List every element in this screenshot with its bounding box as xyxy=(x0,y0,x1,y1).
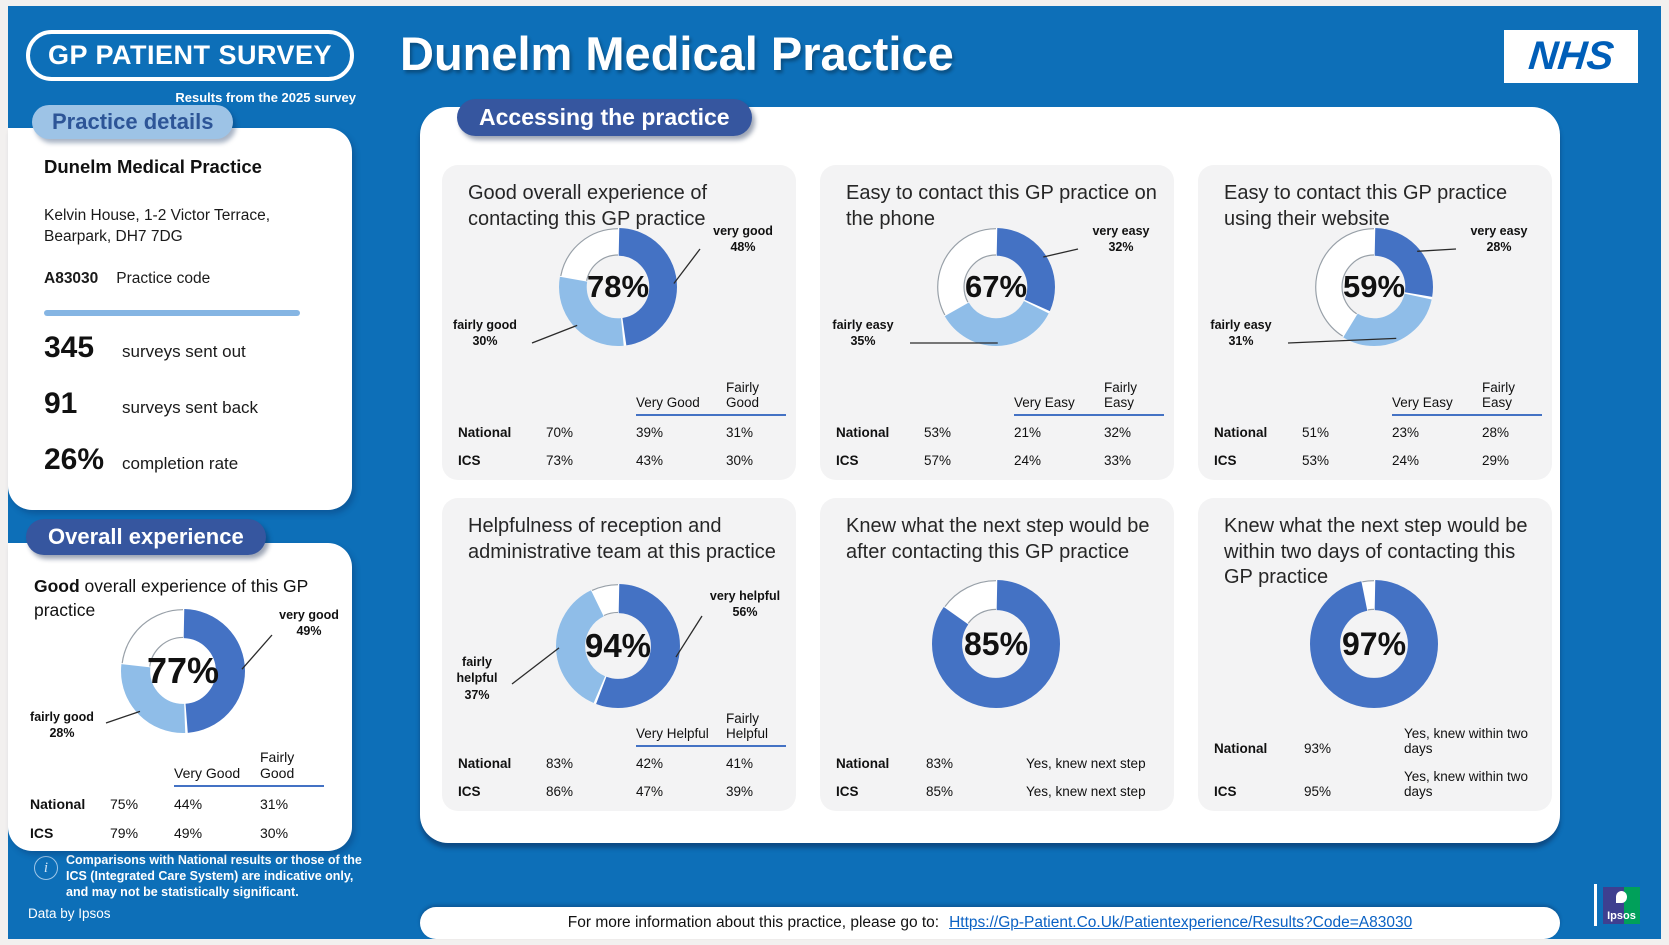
card-title: Good overall experience of contacting th… xyxy=(468,182,708,230)
stat-completion-rate: 26% completion rate xyxy=(44,443,239,476)
practice-details-card: Dunelm Medical Practice Kelvin House, 1-… xyxy=(8,128,352,510)
practice-name: Dunelm Medical Practice xyxy=(44,156,262,177)
overall-experience-heading: Overall experience xyxy=(26,519,266,555)
table-row-national: National 53% 21% 32% xyxy=(836,425,1132,440)
col-header: Very Helpful xyxy=(636,726,709,741)
comparison-table: National 83% Yes, knew next step ICS 85%… xyxy=(836,756,1164,799)
table-row-ics: ICS 86% 47% 39% xyxy=(458,784,754,799)
card-title: Knew what the next step would be after c… xyxy=(846,515,1150,563)
practice-code: A83030 Practice code xyxy=(44,270,211,287)
col-header: Fairly Good xyxy=(260,749,295,781)
comparison-table: National 93% Yes, knew within two days I… xyxy=(1214,726,1542,799)
table-row-national: National 83% Yes, knew next step xyxy=(836,756,1146,771)
donut-center-value: 97% xyxy=(1341,625,1407,662)
practice-address: Kelvin House, 1-2 Victor Terrace, Bearpa… xyxy=(44,207,271,245)
segment-callout: fairly good 28% xyxy=(30,710,94,741)
col-header: Fairly Easy xyxy=(1104,380,1137,410)
data-credit: Data by Ipsos xyxy=(28,906,111,921)
table-rule xyxy=(636,414,786,416)
table-row-national: National 70% 39% 31% xyxy=(458,425,754,440)
segment-callout: fairly good 30% xyxy=(453,318,517,349)
donut-center-value: 94% xyxy=(584,627,652,664)
donut-center-value: 67% xyxy=(964,269,1028,304)
card-title: Knew what the next step would be within … xyxy=(1224,515,1528,589)
segment-callout: fairly easy 31% xyxy=(1210,318,1272,349)
comparison-table: Very Easy Fairly Easy National 51% 23% 2… xyxy=(1214,380,1542,468)
card-contact-phone: Easy to contact this GP practice on the … xyxy=(820,165,1174,480)
donut-center-value: 59% xyxy=(1342,269,1406,304)
comparison-note: Comparisons with National results or tho… xyxy=(66,853,362,899)
donut-center-value: 78% xyxy=(586,269,650,304)
table-row-ics: ICS 85% Yes, knew next step xyxy=(836,784,1146,799)
footer-label: For more information about this practice… xyxy=(567,914,940,931)
divider xyxy=(44,310,300,316)
table-row-ics: ICS 95% Yes, knew within two days xyxy=(1214,769,1529,799)
nhs-logo: NHS xyxy=(1504,30,1638,83)
card-title: Helpfulness of reception and administrat… xyxy=(468,515,776,563)
ipsos-bubble-icon xyxy=(1616,891,1627,903)
comparison-table: Very Good Fairly Good National 70% 39% 3… xyxy=(458,380,786,468)
segment-callout: very helpful 56% xyxy=(709,589,781,620)
card-title: Easy to contact this GP practice on the … xyxy=(846,182,1157,230)
table-rule xyxy=(636,745,786,747)
card-title: Good overall experience of this GP pract… xyxy=(34,576,308,620)
donut-center-value: 77% xyxy=(146,650,220,691)
table-row-national: National 51% 23% 28% xyxy=(1214,425,1510,440)
card-overall-contact: Good overall experience of contacting th… xyxy=(442,165,796,480)
table-row-ics: ICS 79% 49% 30% xyxy=(30,825,289,841)
segment-callout: fairly helpful 37% xyxy=(456,655,498,702)
table-row-ics: ICS 53% 24% 29% xyxy=(1214,453,1510,468)
card-contact-website: Easy to contact this GP practice using t… xyxy=(1198,165,1552,480)
table-rule xyxy=(1014,414,1164,416)
card-knew-within-two-days: Knew what the next step would be within … xyxy=(1198,498,1552,811)
donut-center-value: 85% xyxy=(963,625,1029,662)
col-header: Very Good xyxy=(636,395,700,410)
col-header: Very Good xyxy=(174,765,241,781)
table-row-national: National 75% 44% 31% xyxy=(30,796,289,812)
comparison-table: Very Easy Fairly Easy National 53% 21% 3… xyxy=(836,380,1164,468)
card-knew-next-step: Knew what the next step would be after c… xyxy=(820,498,1174,811)
ipsos-divider xyxy=(1594,884,1597,926)
practice-details-heading: Practice details xyxy=(32,105,234,139)
col-header: Very Easy xyxy=(1392,395,1453,410)
overall-experience-card: Good overall experience of this GP pract… xyxy=(8,543,352,851)
col-header: Fairly Helpful xyxy=(726,711,769,741)
info-icon: i xyxy=(34,856,58,880)
col-header: Fairly Easy xyxy=(1482,380,1515,410)
report-canvas: GP PATIENT SURVEY Results from the 2025 … xyxy=(8,6,1661,939)
accessing-heading: Accessing the practice xyxy=(457,99,752,136)
col-header: Fairly Good xyxy=(726,380,760,410)
table-rule xyxy=(174,785,324,787)
footer-link[interactable]: Https://Gp-Patient.Co.Uk/Patientexperien… xyxy=(949,914,1413,931)
footer-info-bar: For more information about this practice… xyxy=(420,907,1560,939)
comparison-table: Very Helpful Fairly Helpful National 83%… xyxy=(458,711,786,799)
ipsos-logo: Ipsos xyxy=(1603,887,1640,924)
table-row-ics: ICS 73% 43% 30% xyxy=(458,453,754,468)
table-rule xyxy=(1392,414,1542,416)
table-row-ics: ICS 57% 24% 33% xyxy=(836,453,1132,468)
comparison-table: Very Good Fairly Good National 75% 44% 3… xyxy=(30,749,344,841)
page-title: Dunelm Medical Practice xyxy=(400,27,954,80)
gp-patient-survey-logo: GP PATIENT SURVEY xyxy=(26,30,355,81)
stat-surveys-sent-out: 345 surveys sent out xyxy=(44,331,246,364)
survey-year-subtitle: Results from the 2025 survey xyxy=(175,90,356,105)
stat-surveys-sent-back: 91 surveys sent back xyxy=(44,387,259,420)
table-row-national: National 83% 42% 41% xyxy=(458,756,754,771)
segment-callout: fairly easy 35% xyxy=(832,318,894,349)
table-row-national: National 93% Yes, knew within two days xyxy=(1214,726,1529,756)
card-title: Easy to contact this GP practice using t… xyxy=(1224,182,1508,230)
accessing-panel: Accessing the practice Good overall expe… xyxy=(420,99,1560,843)
col-header: Very Easy xyxy=(1014,395,1075,410)
card-reception-helpfulness: Helpfulness of reception and administrat… xyxy=(442,498,796,811)
